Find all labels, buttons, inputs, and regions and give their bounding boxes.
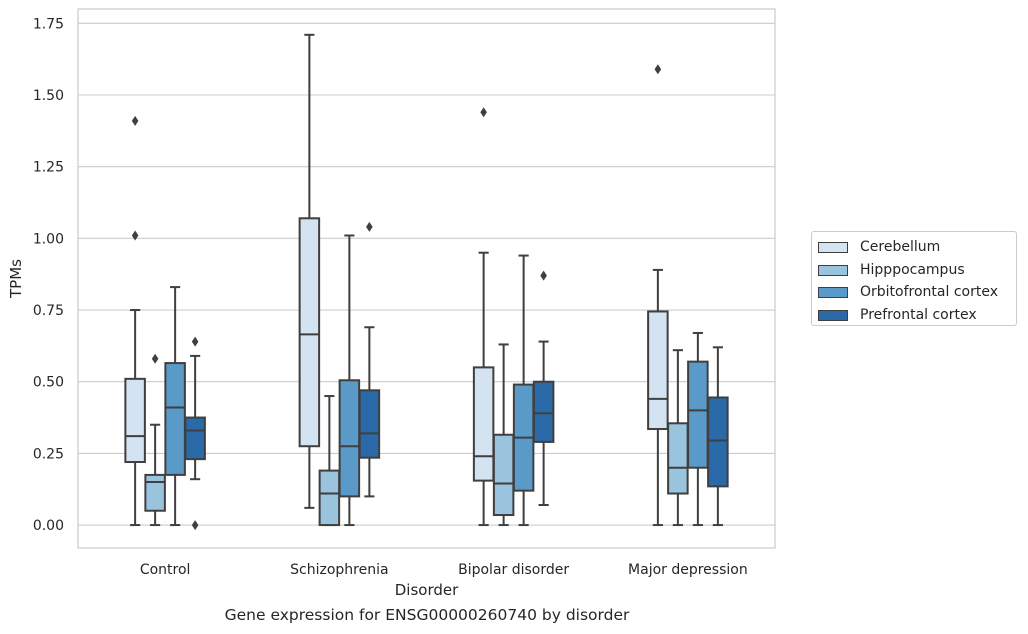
x-tick-label: Schizophrenia: [290, 562, 388, 578]
box-orbitofrontal-cortex: [338, 234, 361, 527]
outlier-point: [191, 336, 199, 347]
legend-label: Prefrontal cortex: [860, 306, 977, 323]
legend-item: Orbitofrontal cortex: [812, 281, 1016, 304]
x-tick-label: Control: [140, 562, 191, 578]
y-tick-label: 1.75: [33, 16, 64, 32]
iqr-box: [687, 360, 709, 469]
iqr-box: [667, 422, 689, 495]
legend-item: Hipppocampus: [812, 259, 1016, 282]
iqr-box: [124, 377, 146, 463]
legend-item: Prefrontal cortex: [812, 304, 1016, 327]
iqr-box: [184, 416, 206, 461]
box-orbitofrontal-cortex: [164, 286, 186, 527]
box-cerebellum: [472, 107, 495, 527]
box-orbitofrontal-cortex: [687, 331, 709, 527]
iqr-box: [298, 217, 321, 448]
y-tick-labels: 0.00 0.25 0.50 0.75 1.00 1.25 1.50 1.75: [33, 16, 64, 534]
box-prefrontal-cortex: [184, 336, 206, 531]
iqr-box: [358, 389, 381, 459]
outlier-point: [191, 520, 199, 531]
box-orbitofrontal-cortex: [512, 254, 535, 527]
iqr-box: [532, 380, 555, 443]
box-cerebellum: [124, 115, 146, 527]
box-prefrontal-cortex: [358, 221, 381, 498]
y-tick-label: 0.50: [33, 375, 64, 391]
outlier-point: [540, 270, 547, 281]
iqr-box: [647, 310, 669, 431]
x-axis-label: Disorder: [395, 581, 459, 599]
y-tick-label: 0.75: [33, 303, 64, 319]
plot-frame: [77, 8, 776, 549]
legend-swatch: [818, 264, 848, 276]
legend-label: Cerebellum: [860, 239, 941, 255]
iqr-box: [492, 433, 515, 517]
outlier-point: [480, 107, 487, 118]
y-tick-label: 0.00: [33, 518, 64, 534]
box-hipppocampus: [318, 395, 341, 527]
box-hipppocampus: [144, 353, 166, 527]
x-tick-label: Bipolar disorder: [458, 562, 569, 578]
box-cerebellum: [298, 33, 321, 509]
legend-label: Hipppocampus: [860, 261, 965, 278]
legend-label: Orbitofrontal cortex: [860, 284, 998, 300]
y-axis-label: TPMs: [7, 259, 25, 299]
box-hipppocampus: [667, 349, 689, 527]
legend-swatch: [818, 242, 848, 253]
boxes: [124, 33, 729, 531]
chart-caption: Gene expression for ENSG00000260740 by d…: [224, 606, 630, 624]
iqr-box: [164, 362, 186, 476]
iqr-box: [144, 473, 166, 512]
legend-swatch: [818, 287, 848, 298]
outlier-point: [654, 64, 662, 75]
legend-item: Cerebellum: [812, 236, 1016, 259]
x-tick-label: Major depression: [628, 562, 748, 578]
iqr-box: [318, 469, 341, 527]
outlier-point: [131, 115, 139, 126]
legend-swatch: [818, 309, 848, 321]
iqr-box: [338, 379, 361, 498]
outlier-point: [131, 230, 139, 241]
box-prefrontal-cortex: [532, 270, 555, 506]
x-tick-labels: Control Schizophrenia Bipolar disorder Majo…: [140, 562, 748, 578]
outlier-point: [151, 353, 159, 364]
y-tick-label: 1.00: [33, 231, 64, 247]
iqr-box: [707, 396, 729, 488]
y-tick-label: 0.25: [33, 446, 64, 462]
outlier-point: [366, 221, 373, 232]
y-tick-label: 1.25: [33, 160, 64, 176]
iqr-box: [472, 366, 495, 482]
box-cerebellum: [647, 64, 669, 527]
box-prefrontal-cortex: [707, 346, 729, 527]
box-hipppocampus: [492, 343, 515, 527]
legend: Cerebellum Hipppocampus Orbitofrontal cort…: [811, 231, 1017, 326]
y-tick-label: 1.50: [33, 88, 64, 104]
